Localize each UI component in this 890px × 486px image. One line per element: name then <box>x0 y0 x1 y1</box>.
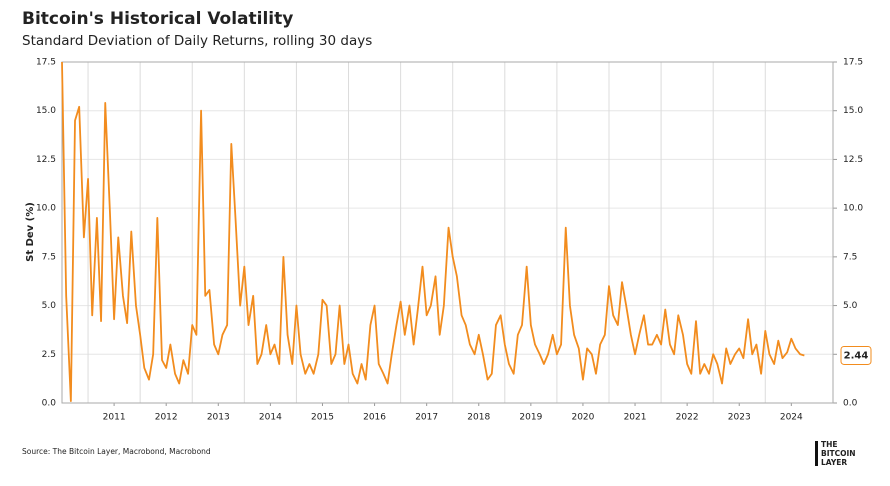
logo-text: BITCOIN <box>821 449 856 458</box>
x-tick-label: 2022 <box>676 413 699 423</box>
x-tick-label: 2018 <box>467 413 490 423</box>
plot-frame <box>61 61 834 404</box>
x-tick-label: 2019 <box>519 413 542 423</box>
last-value-label: 2.44 <box>844 350 869 361</box>
logo-text: THE <box>821 440 838 449</box>
y-tick-label: 15.0 <box>36 106 56 116</box>
y2-tick-label: 15.0 <box>843 106 863 116</box>
y-tick-label: 5.0 <box>42 301 57 311</box>
y-tick-label: 2.5 <box>42 350 56 360</box>
x-tick-label: 2011 <box>103 413 126 423</box>
line-series <box>61 61 805 402</box>
y-tick-label: 10.0 <box>36 204 56 214</box>
y2-tick-label: 0.0 <box>843 399 858 409</box>
source: Source: The Bitcoin Layer, Macrobond, Ma… <box>22 447 211 456</box>
y2-tick-label: 5.0 <box>843 301 858 311</box>
y-tick-label: 0.0 <box>42 399 57 409</box>
x-tick-label: 2021 <box>624 413 647 423</box>
x-tick-label: 2013 <box>207 413 230 423</box>
y2-tick-label: 12.5 <box>843 155 863 165</box>
x-tick-label: 2015 <box>311 413 334 423</box>
chart-subtitle: Standard Deviation of Daily Returns, rol… <box>22 33 372 49</box>
y2-tick-label: 17.5 <box>843 58 863 68</box>
x-tick-label: 2014 <box>259 413 282 423</box>
logo-text: LAYER <box>821 458 847 467</box>
x-tick-label: 2020 <box>571 413 594 423</box>
x-tick-label: 2012 <box>155 413 178 423</box>
y-tick-label: 7.5 <box>42 252 56 262</box>
logo-bar <box>815 441 818 466</box>
y2-tick-label: 10.0 <box>843 204 863 214</box>
y2-tick-label: 7.5 <box>843 252 857 262</box>
x-tick-label: 2023 <box>728 413 751 423</box>
x-tick-label: 2016 <box>363 413 386 423</box>
chart-title: Bitcoin's Historical Volatility <box>22 9 293 29</box>
y-tick-label: 17.5 <box>36 58 56 68</box>
y-tick-label: 12.5 <box>36 155 56 165</box>
y-axis-label: St Dev (%) <box>25 202 36 262</box>
x-tick-label: 2017 <box>415 413 438 423</box>
x-tick-label: 2024 <box>780 413 803 423</box>
last-value-box <box>840 345 872 365</box>
